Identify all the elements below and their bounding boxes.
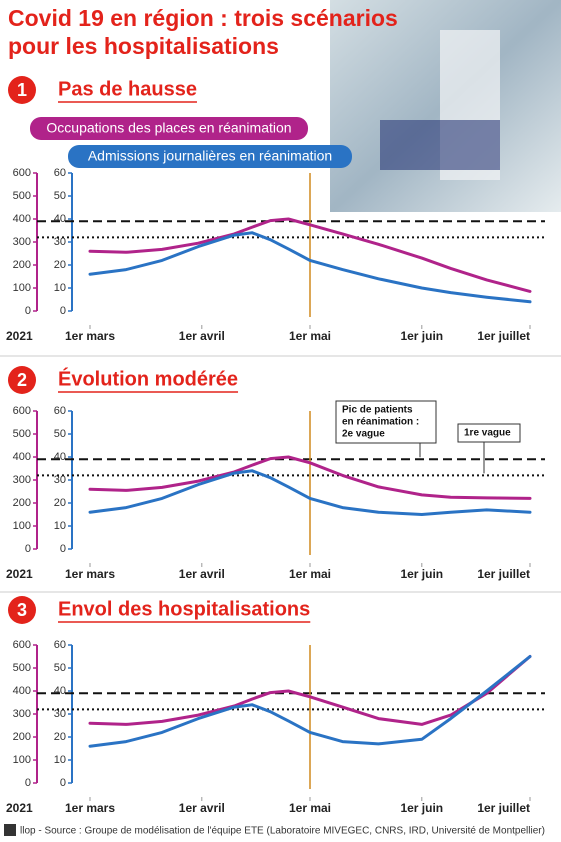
- series-line: [88, 655, 532, 748]
- annotation-text: Pic de patients: [342, 405, 413, 416]
- title-line: pour les hospitalisations: [8, 33, 279, 59]
- y2-tick-label: 50: [54, 662, 66, 674]
- annotation-box: [457, 423, 521, 443]
- x-tick-label: 1er mars: [65, 329, 115, 343]
- legend-pill: [68, 145, 352, 168]
- source: llop - Source : Groupe de modélisation d…: [20, 826, 545, 837]
- y2-tick-label: 40: [54, 451, 66, 463]
- title-line: Covid 19 en région : trois scénarios: [8, 5, 398, 31]
- y2-tick-label: 0: [60, 305, 66, 317]
- y-tick-label: 0: [25, 543, 31, 555]
- annotation-text: 2e vague: [342, 429, 385, 440]
- y-tick-label: 500: [13, 662, 31, 674]
- y2-tick-label: 10: [54, 754, 66, 766]
- y-tick-label: 200: [13, 731, 31, 743]
- x-tick-label: 1er juin: [400, 801, 443, 815]
- x-tick-label: 1er juillet: [477, 329, 530, 343]
- y-tick-label: 200: [13, 259, 31, 271]
- series-line: [88, 469, 532, 516]
- panel-number: 2: [17, 370, 27, 390]
- series-line: [88, 455, 532, 500]
- legend-label: Admissions journalières en réanimation: [88, 148, 332, 164]
- series-line: [88, 217, 532, 293]
- y-tick-label: 400: [13, 213, 31, 225]
- y-tick-label: 300: [13, 236, 31, 248]
- y-tick-label: 600: [13, 639, 31, 651]
- y2-tick-label: 60: [54, 639, 66, 651]
- x-tick-label: 1er mai: [289, 801, 331, 815]
- x-tick-label: 1er juin: [400, 567, 443, 581]
- panel-number-badge: [8, 366, 36, 394]
- annotation-text: 1re vague: [464, 428, 511, 439]
- y-tick-label: 400: [13, 685, 31, 697]
- logo: [4, 824, 16, 836]
- annotation-box: [335, 400, 437, 444]
- panel-title: Pas de hausse: [58, 78, 197, 100]
- y-tick-label: 400: [13, 451, 31, 463]
- panel-title: Évolution modérée: [58, 367, 238, 390]
- x-tick-label: 1er mars: [65, 801, 115, 815]
- y-tick-label: 500: [13, 428, 31, 440]
- photo-detail: [380, 120, 500, 170]
- x-tick-label: 1er avril: [179, 801, 225, 815]
- y2-tick-label: 40: [54, 685, 66, 697]
- y2-tick-label: 50: [54, 428, 66, 440]
- panel-number: 1: [17, 80, 27, 100]
- panel-number-badge: [8, 596, 36, 624]
- year-label: 2021: [6, 329, 33, 343]
- y-tick-label: 0: [25, 777, 31, 789]
- y2-tick-label: 10: [54, 282, 66, 294]
- x-tick-label: 1er juillet: [477, 801, 530, 815]
- y2-tick-label: 50: [54, 190, 66, 202]
- y-tick-label: 300: [13, 708, 31, 720]
- y2-tick-label: 20: [54, 731, 66, 743]
- legend-pill: [30, 117, 308, 140]
- y2-tick-label: 60: [54, 167, 66, 179]
- y2-tick-label: 30: [54, 708, 66, 720]
- y-tick-label: 600: [13, 167, 31, 179]
- y2-tick-label: 10: [54, 520, 66, 532]
- year-label: 2021: [6, 801, 33, 815]
- y-tick-label: 100: [13, 520, 31, 532]
- x-tick-label: 1er mai: [289, 329, 331, 343]
- x-tick-label: 1er mars: [65, 567, 115, 581]
- annotation-text: en réanimation :: [342, 417, 419, 428]
- panel-number: 3: [17, 600, 27, 620]
- y2-tick-label: 30: [54, 236, 66, 248]
- y-tick-label: 500: [13, 190, 31, 202]
- x-tick-label: 1er avril: [179, 329, 225, 343]
- panel-title: Envol des hospitalisations: [58, 598, 310, 620]
- series-line: [88, 655, 532, 726]
- x-tick-label: 1er juin: [400, 329, 443, 343]
- legend-label: Occupations des places en réanimation: [46, 120, 291, 136]
- series-line: [88, 231, 532, 304]
- y2-tick-label: 0: [60, 543, 66, 555]
- y2-tick-label: 60: [54, 405, 66, 417]
- y-tick-label: 100: [13, 754, 31, 766]
- y-tick-label: 600: [13, 405, 31, 417]
- y2-tick-label: 40: [54, 213, 66, 225]
- y-tick-label: 200: [13, 497, 31, 509]
- x-tick-label: 1er juillet: [477, 567, 530, 581]
- y2-tick-label: 20: [54, 259, 66, 271]
- y-tick-label: 300: [13, 474, 31, 486]
- panel-number-badge: [8, 76, 36, 104]
- year-label: 2021: [6, 567, 33, 581]
- x-tick-label: 1er mai: [289, 567, 331, 581]
- y2-tick-label: 20: [54, 497, 66, 509]
- y2-tick-label: 30: [54, 474, 66, 486]
- y-tick-label: 0: [25, 305, 31, 317]
- y-tick-label: 100: [13, 282, 31, 294]
- y2-tick-label: 0: [60, 777, 66, 789]
- x-tick-label: 1er avril: [179, 567, 225, 581]
